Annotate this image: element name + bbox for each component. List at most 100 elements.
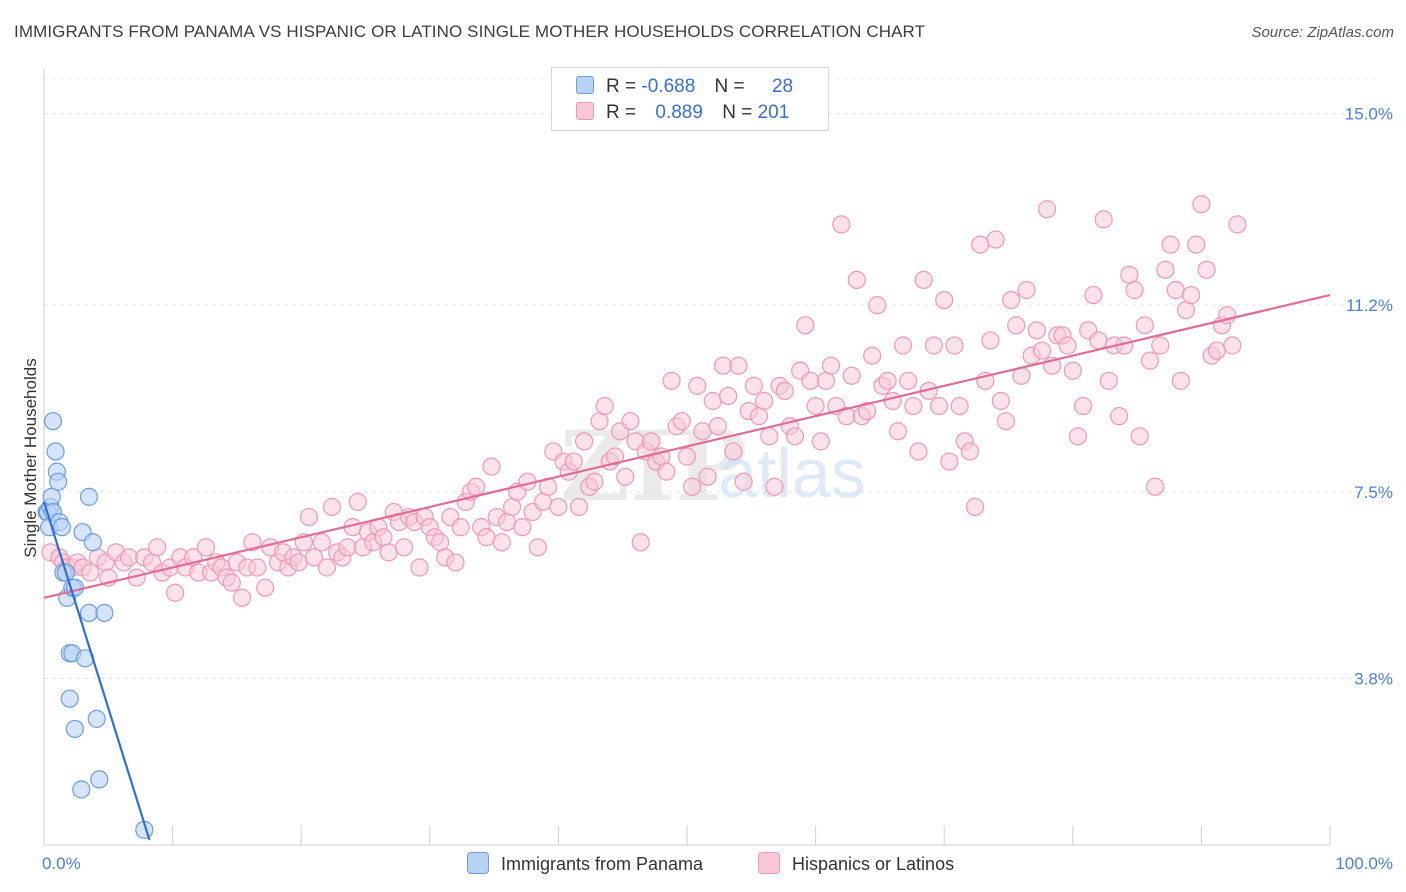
hispanic-point bbox=[1068, 427, 1088, 446]
hispanic-point bbox=[374, 528, 393, 547]
hispanic-point bbox=[196, 538, 216, 557]
hispanic-point bbox=[312, 533, 331, 552]
legend-swatch-pink bbox=[576, 102, 594, 120]
hispanic-point bbox=[775, 381, 794, 401]
hispanic-point bbox=[289, 553, 308, 572]
hispanic-point bbox=[466, 477, 486, 496]
hispanic-point bbox=[1007, 316, 1026, 335]
hispanic-point bbox=[662, 371, 681, 390]
legend-r-label: R = bbox=[606, 76, 637, 97]
y-tick-label: 15.0% bbox=[1345, 104, 1393, 123]
hispanic-point bbox=[243, 533, 262, 552]
hispanic-point bbox=[755, 391, 774, 411]
hispanic-point bbox=[348, 492, 367, 512]
legend-n-value: 28 bbox=[771, 76, 794, 97]
hispanic-point bbox=[304, 548, 324, 567]
panama-point bbox=[83, 533, 102, 552]
hispanic-point bbox=[688, 376, 707, 395]
hispanic-point bbox=[1037, 200, 1057, 219]
hispanic-point bbox=[734, 472, 753, 491]
hispanic-point bbox=[148, 538, 167, 557]
hispanic-point bbox=[986, 230, 1005, 249]
hispanic-point bbox=[672, 412, 691, 431]
panama-trend-line bbox=[42, 501, 151, 841]
hispanic-point bbox=[693, 422, 712, 441]
panama-points bbox=[37, 412, 154, 839]
hispanic-point bbox=[765, 477, 784, 496]
hispanic-point bbox=[1151, 336, 1170, 355]
hispanic-point bbox=[945, 336, 964, 355]
hispanic-point bbox=[605, 447, 625, 466]
hispanic-point bbox=[232, 588, 252, 607]
panama-point bbox=[46, 442, 65, 461]
hispanic-point bbox=[729, 356, 748, 375]
hispanic-point bbox=[569, 497, 589, 517]
hispanic-point bbox=[909, 442, 928, 461]
trend-lines bbox=[42, 293, 1331, 841]
bottom-legend-swatch-pink bbox=[758, 852, 780, 874]
hispanic-point bbox=[929, 396, 949, 416]
hispanic-point bbox=[1135, 316, 1154, 335]
hispanic-point bbox=[394, 538, 414, 557]
hispanic-point bbox=[256, 578, 275, 597]
hispanic-point bbox=[935, 290, 954, 310]
hispanic-point bbox=[451, 518, 470, 537]
hispanic-point bbox=[785, 427, 805, 446]
hispanic-point bbox=[698, 467, 717, 486]
legend-r-value: -0.688 bbox=[641, 76, 696, 97]
hispanic-point bbox=[1146, 477, 1165, 496]
hispanic-point bbox=[883, 391, 902, 411]
hispanic-point bbox=[222, 573, 241, 592]
hispanic-point bbox=[677, 447, 697, 466]
hispanic-point bbox=[991, 391, 1010, 411]
hispanic-point bbox=[482, 457, 501, 476]
hispanic-point bbox=[1156, 260, 1175, 279]
chart-title: IMMIGRANTS FROM PANAMA VS HISPANIC OR LA… bbox=[14, 22, 926, 41]
x-tick-label-max: 100.0% bbox=[1335, 854, 1393, 873]
panama-point bbox=[72, 780, 91, 799]
hispanic-point bbox=[965, 497, 985, 517]
hispanic-point bbox=[1197, 260, 1216, 279]
y-axis-label: Single Mother Households bbox=[21, 358, 40, 557]
hispanic-point bbox=[585, 472, 604, 491]
hispanic-point bbox=[914, 270, 933, 290]
hispanic-point bbox=[1207, 341, 1226, 360]
hispanic-point bbox=[1228, 215, 1247, 234]
hispanic-point bbox=[1223, 336, 1242, 355]
hispanic-point bbox=[713, 356, 733, 375]
hispanic-point bbox=[1063, 361, 1082, 380]
hispanic-point bbox=[1073, 396, 1093, 416]
legend-n-label: N = bbox=[722, 102, 753, 123]
tick-labels: 3.8% 7.5% 11.2% 15.0% 0.0% 100.0% bbox=[42, 104, 1393, 873]
axes bbox=[43, 68, 1331, 846]
legend-row-panama: R = -0.688 N = 28 bbox=[576, 76, 793, 102]
x-tick-label-min: 0.0% bbox=[42, 854, 81, 873]
hispanic-point bbox=[749, 407, 769, 426]
hispanic-point bbox=[893, 336, 913, 355]
hispanic-point bbox=[868, 296, 887, 315]
hispanic-point bbox=[801, 371, 820, 390]
hispanic-point bbox=[888, 422, 908, 441]
hispanic-point bbox=[533, 492, 553, 512]
hispanic-point bbox=[1176, 301, 1196, 320]
hispanic-point bbox=[1161, 235, 1180, 254]
hispanic-point bbox=[1171, 371, 1190, 390]
bottom-legend-hispanic: Hispanics or Latinos bbox=[758, 852, 954, 875]
hispanic-point bbox=[119, 548, 138, 567]
hispanic-point bbox=[590, 412, 609, 431]
hispanic-point bbox=[1001, 290, 1021, 310]
hispanic-point bbox=[708, 417, 727, 436]
hispanic-point bbox=[683, 477, 702, 496]
panama-point bbox=[43, 412, 63, 431]
panama-point bbox=[52, 518, 72, 537]
hispanic-point bbox=[503, 497, 522, 517]
hispanic-point bbox=[248, 558, 267, 577]
hispanic-point bbox=[641, 432, 661, 451]
hispanic-point bbox=[760, 427, 779, 446]
hispanic-point bbox=[744, 376, 763, 395]
hispanic-point bbox=[899, 371, 918, 390]
hispanic-trend-line bbox=[43, 293, 1331, 599]
hispanic-point bbox=[631, 533, 650, 552]
hispanic-point bbox=[924, 336, 944, 355]
hispanic-point bbox=[1032, 341, 1052, 360]
